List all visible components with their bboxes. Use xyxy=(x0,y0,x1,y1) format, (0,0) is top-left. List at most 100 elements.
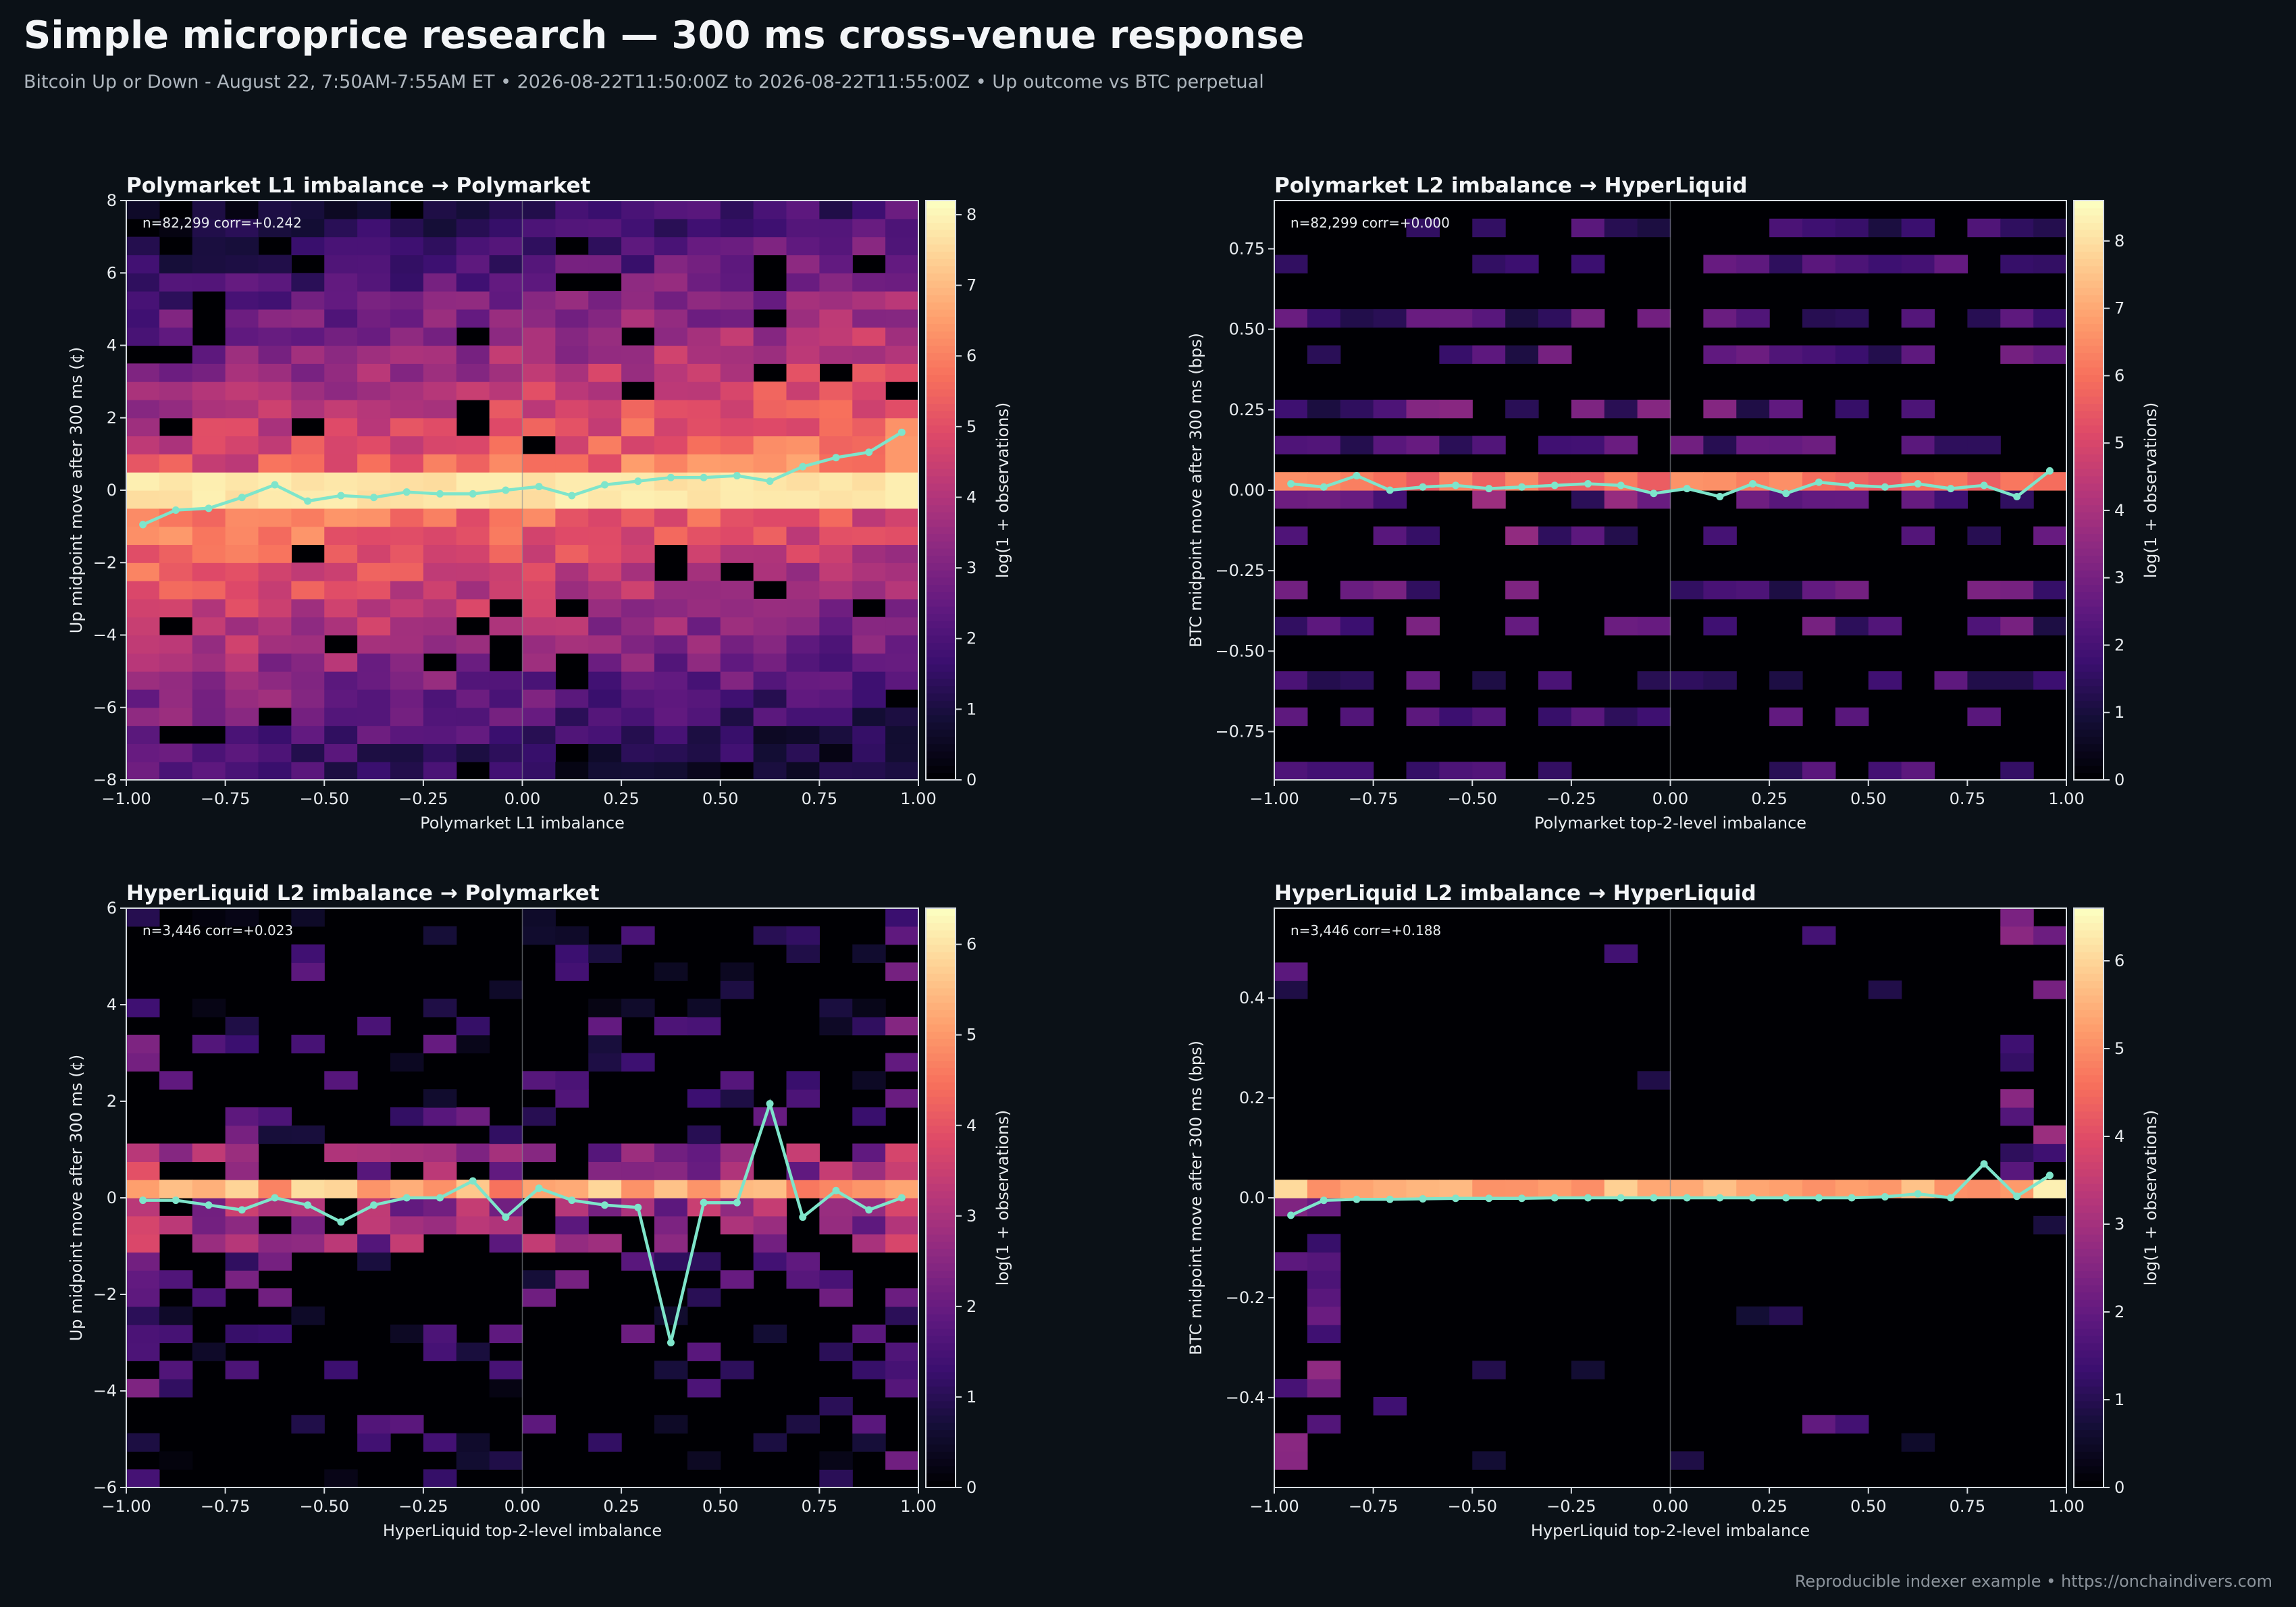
heatmap-cell xyxy=(588,526,622,546)
heatmap-cell xyxy=(720,417,754,437)
colorbar-segment xyxy=(2074,1364,2104,1373)
heatmap-cell xyxy=(852,381,886,400)
colorbar-segment xyxy=(926,483,956,491)
heatmap-cell xyxy=(1901,1433,1935,1452)
heatmap-cell xyxy=(753,707,787,727)
heatmap-cell xyxy=(126,598,160,618)
heatmap-cell xyxy=(357,526,391,546)
heatmap-cell xyxy=(1802,345,1836,364)
heatmap-cell xyxy=(324,327,358,346)
heatmap-cell xyxy=(126,581,160,600)
heatmap-cell xyxy=(225,725,259,744)
heatmap-cell xyxy=(1901,345,1935,364)
heatmap-cell xyxy=(192,236,226,256)
heatmap-cell xyxy=(390,345,424,364)
heatmap-cell xyxy=(2000,1161,2034,1180)
colorbar-label: log(1 + observations) xyxy=(993,402,1012,578)
heatmap-cell xyxy=(357,436,391,454)
heatmap-cell xyxy=(159,327,193,346)
y-tick-label: 4 xyxy=(107,336,117,355)
colorbar-segment xyxy=(926,758,956,766)
heatmap-cell xyxy=(390,436,424,454)
heatmap-cell xyxy=(753,218,787,238)
heatmap-cell xyxy=(753,1234,787,1253)
colorbar-segment xyxy=(2074,606,2104,614)
colorbar-segment xyxy=(2074,1125,2104,1134)
heatmap-cell xyxy=(522,544,556,563)
colorbar-segment xyxy=(2074,1255,2104,1264)
heatmap-cell xyxy=(159,273,193,292)
colorbar-segment xyxy=(2074,1198,2104,1206)
mean-response-point xyxy=(1980,1160,1988,1168)
heatmap-cell xyxy=(2033,1215,2067,1235)
colorbar-segment xyxy=(2074,714,2104,722)
heatmap-cell xyxy=(423,689,457,708)
heatmap-cell xyxy=(456,526,490,546)
heatmap-cell xyxy=(1505,345,1539,364)
heatmap-cell xyxy=(456,635,490,654)
heatmap-cell xyxy=(687,1125,721,1144)
heatmap-cell xyxy=(1274,1379,1308,1398)
heatmap-cell xyxy=(423,926,457,945)
colorbar-segment xyxy=(926,627,956,636)
colorbar-segment xyxy=(926,280,956,288)
colorbar-segment xyxy=(926,980,956,989)
colorbar-segment xyxy=(2074,1096,2104,1105)
heatmap-cell xyxy=(885,1361,919,1379)
heatmap-cell xyxy=(852,635,886,654)
heatmap-cell xyxy=(1307,1252,1341,1271)
heatmap-cell xyxy=(1967,581,2001,600)
heatmap-cell xyxy=(489,1451,523,1470)
heatmap-cell xyxy=(654,309,688,328)
heatmap-cell xyxy=(324,381,358,400)
colorbar-segment xyxy=(2074,1016,2104,1025)
heatmap-cell xyxy=(885,671,919,690)
mean-response-point xyxy=(1584,1194,1592,1202)
heatmap-cell xyxy=(1769,218,1803,238)
heatmap-cell xyxy=(885,201,919,219)
colorbar-segment xyxy=(926,973,956,982)
mean-response-point xyxy=(1980,481,1988,490)
heatmap-cell xyxy=(225,908,259,927)
heatmap-cell xyxy=(1307,1361,1341,1379)
heatmap-cell xyxy=(489,544,523,563)
heatmap-cell xyxy=(2000,218,2034,238)
heatmap-cell xyxy=(1802,436,1836,454)
heatmap-cell xyxy=(126,616,160,636)
colorbar-segment xyxy=(2074,302,2104,310)
heatmap-cell xyxy=(456,273,490,292)
heatmap-cell xyxy=(555,1234,589,1253)
heatmap-cell xyxy=(192,1288,226,1307)
colorbar-segment xyxy=(2074,294,2104,302)
colorbar-tick-label: 1 xyxy=(966,1388,976,1406)
heatmap-cell xyxy=(522,255,556,273)
heatmap-cell xyxy=(324,1180,358,1198)
heatmap-cell xyxy=(324,598,358,618)
heatmap-cell xyxy=(1604,707,1638,727)
heatmap-cell xyxy=(555,201,589,219)
colorbar-segment xyxy=(926,1248,956,1257)
x-tick-label: −1.00 xyxy=(101,789,151,808)
heatmap-cell xyxy=(555,926,589,945)
heatmap-cell xyxy=(1703,345,1737,364)
heatmap-cell xyxy=(588,508,622,527)
colorbar-segment xyxy=(2074,526,2104,535)
colorbar-segment xyxy=(2074,951,2104,959)
heatmap-cell xyxy=(654,1198,688,1217)
heatmap-cell xyxy=(1868,980,1902,999)
heatmap-cell xyxy=(819,291,853,310)
heatmap-cell xyxy=(720,1270,754,1289)
colorbar-segment xyxy=(926,987,956,996)
heatmap-cell xyxy=(159,544,193,563)
heatmap-cell xyxy=(357,616,391,636)
heatmap-cell xyxy=(885,1161,919,1180)
heatmap-cell xyxy=(1406,671,1440,690)
heatmap-cell xyxy=(126,255,160,273)
heatmap-cell xyxy=(621,218,655,238)
heatmap-cell xyxy=(1340,762,1374,781)
heatmap-cell xyxy=(357,581,391,600)
heatmap-cell xyxy=(225,653,259,672)
colorbar-segment xyxy=(926,1350,956,1358)
colorbar-segment xyxy=(926,1436,956,1445)
heatmap-cell xyxy=(852,273,886,292)
